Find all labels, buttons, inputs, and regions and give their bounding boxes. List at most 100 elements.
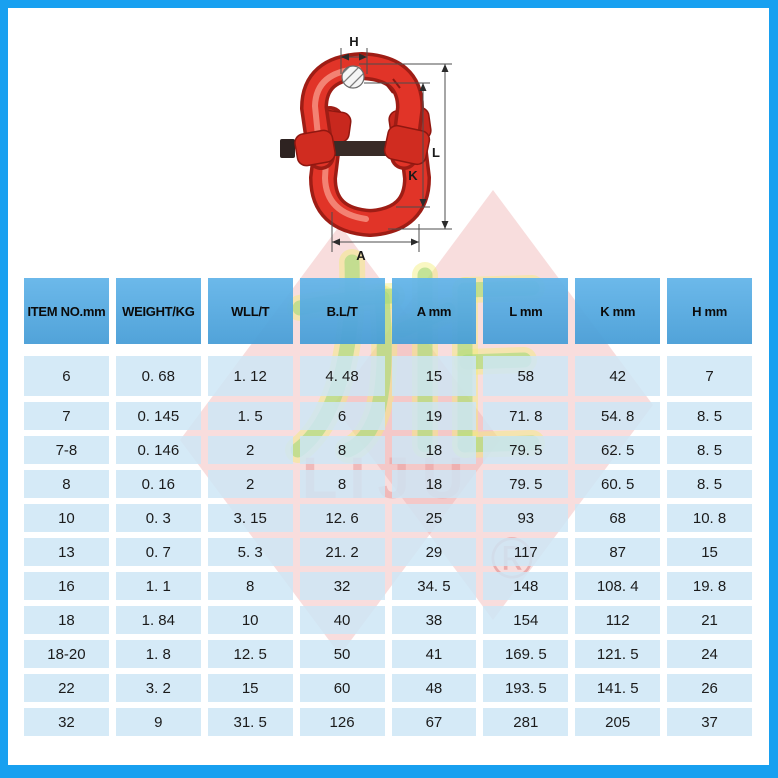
table-cell: 16 xyxy=(24,572,109,600)
table-cell: 18 xyxy=(391,470,477,498)
table-cell: 22 xyxy=(24,674,109,702)
table-cell: 141. 5 xyxy=(575,674,661,702)
table-cell: 24 xyxy=(667,640,752,668)
table-cell: 2 xyxy=(207,470,293,498)
table-cell: 2 xyxy=(207,436,293,464)
table-cell: 8 xyxy=(299,470,385,498)
table-cell: 7 xyxy=(667,356,752,396)
dimension-label-l: L xyxy=(432,145,440,160)
column-header: B.L/T xyxy=(299,278,385,344)
dimension-label-a: A xyxy=(356,248,366,263)
table-cell: 108. 4 xyxy=(575,572,661,600)
column-header: H mm xyxy=(667,278,752,344)
table-cell: 18-20 xyxy=(24,640,109,668)
table-cell: 8. 5 xyxy=(667,470,752,498)
dimension-label-k: K xyxy=(408,168,418,183)
table-cell: 193. 5 xyxy=(483,674,569,702)
table-cell: 19 xyxy=(391,402,477,430)
table-cell: 79. 5 xyxy=(483,436,569,464)
table-cell: 121. 5 xyxy=(575,640,661,668)
table-cell: 15 xyxy=(391,356,477,396)
table-cell: 93 xyxy=(483,504,569,532)
table-cell: 0. 146 xyxy=(115,436,201,464)
table-cell: 10 xyxy=(207,606,293,634)
table-cell: 58 xyxy=(483,356,569,396)
table-cell: 13 xyxy=(24,538,109,566)
table-cell: 1. 84 xyxy=(115,606,201,634)
table-cell: 8. 5 xyxy=(667,436,752,464)
table-cell: 148 xyxy=(483,572,569,600)
table-cell: 18 xyxy=(24,606,109,634)
table-cell: 8. 5 xyxy=(667,402,752,430)
table-cell: 10 xyxy=(24,504,109,532)
table-cell: 71. 8 xyxy=(483,402,569,430)
column-header: ITEM NO.mm xyxy=(24,278,109,344)
table-cell: 8 xyxy=(207,572,293,600)
table-cell: 31. 5 xyxy=(207,708,293,736)
table-cell: 87 xyxy=(575,538,661,566)
table-cell: 37 xyxy=(667,708,752,736)
table-cell: 41 xyxy=(391,640,477,668)
table-cell: 19. 8 xyxy=(667,572,752,600)
table-cell: 126 xyxy=(299,708,385,736)
spec-table: ITEM NO.mm WEIGHT/KG WLL/T B.L/T A mm L mm K m… xyxy=(24,278,752,736)
table-cell: 281 xyxy=(483,708,569,736)
table-cell: 68 xyxy=(575,504,661,532)
column-header: A mm xyxy=(391,278,477,344)
table-cell: 1. 8 xyxy=(115,640,201,668)
table-cell: 15 xyxy=(667,538,752,566)
table-cell: 0. 7 xyxy=(115,538,201,566)
table-cell: 29 xyxy=(391,538,477,566)
table-cell: 12. 6 xyxy=(299,504,385,532)
table-cell: 67 xyxy=(391,708,477,736)
table-cell: 60 xyxy=(299,674,385,702)
table-cell: 4. 48 xyxy=(299,356,385,396)
table-cell: 38 xyxy=(391,606,477,634)
table-cell: 62. 5 xyxy=(575,436,661,464)
frame-border-left xyxy=(0,0,8,778)
frame-border-right xyxy=(769,0,778,778)
table-cell: 9 xyxy=(115,708,201,736)
table-cell: 25 xyxy=(391,504,477,532)
table-cell: 1. 12 xyxy=(207,356,293,396)
table-cell: 1. 5 xyxy=(207,402,293,430)
table-cell: 0. 68 xyxy=(115,356,201,396)
table-cell: 40 xyxy=(299,606,385,634)
table-cell: 8 xyxy=(24,470,109,498)
table-cell: 8 xyxy=(299,436,385,464)
table-cell: 18 xyxy=(391,436,477,464)
table-cell: 15 xyxy=(207,674,293,702)
column-header: L mm xyxy=(483,278,569,344)
table-cell: 1. 1 xyxy=(115,572,201,600)
table-cell: 10. 8 xyxy=(667,504,752,532)
table-cell: 5. 3 xyxy=(207,538,293,566)
frame-border-top xyxy=(0,0,778,8)
column-header: WEIGHT/KG xyxy=(115,278,201,344)
table-cell: 112 xyxy=(575,606,661,634)
table-cell: 54. 8 xyxy=(575,402,661,430)
table-cell: 7 xyxy=(24,402,109,430)
table-cell: 32 xyxy=(299,572,385,600)
table-cell: 42 xyxy=(575,356,661,396)
table-cell: 34. 5 xyxy=(391,572,477,600)
table-cell: 0. 145 xyxy=(115,402,201,430)
table-cell: 154 xyxy=(483,606,569,634)
table-cell: 60. 5 xyxy=(575,470,661,498)
table-cell: 32 xyxy=(24,708,109,736)
table-cell: 50 xyxy=(299,640,385,668)
table-cell: 26 xyxy=(667,674,752,702)
table-cell: 6 xyxy=(299,402,385,430)
table-cell: 6 xyxy=(24,356,109,396)
column-header: K mm xyxy=(575,278,661,344)
table-cell: 21. 2 xyxy=(299,538,385,566)
coupling-pin xyxy=(280,139,390,158)
table-cell: 3. 15 xyxy=(207,504,293,532)
table-cell: 7-8 xyxy=(24,436,109,464)
table-cell: 21 xyxy=(667,606,752,634)
table-cell: 3. 2 xyxy=(115,674,201,702)
dimension-lines xyxy=(331,48,452,252)
frame-border-bottom xyxy=(0,765,778,778)
column-header: WLL/T xyxy=(207,278,293,344)
table-cell: 0. 3 xyxy=(115,504,201,532)
product-technical-drawing: H L K A xyxy=(280,34,452,263)
